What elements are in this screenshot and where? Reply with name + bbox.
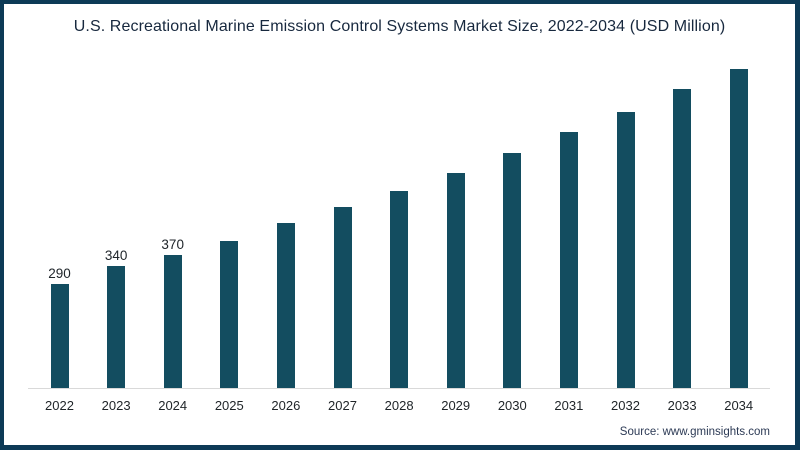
bar-2033 (673, 88, 692, 388)
value-label: 370 (161, 236, 184, 252)
x-axis-line (28, 388, 770, 389)
bar-2026 (276, 223, 295, 388)
x-tick-label: 2033 (667, 398, 697, 413)
value-label: 340 (104, 247, 128, 263)
bar-2028 (390, 190, 409, 388)
x-tick-label: 2022 (45, 398, 74, 413)
x-tick-label: 2031 (554, 398, 584, 413)
bar-2025 (220, 241, 239, 388)
plot-area: 2022 290 2023 340 2024 370 2025 2026 2027 2028 202… (4, 4, 795, 445)
bar-2031 (559, 131, 578, 388)
x-tick-label: 2025 (214, 398, 244, 413)
x-tick-label: 2027 (328, 398, 357, 413)
x-tick-label: 2028 (384, 398, 414, 413)
source-attribution: Source: www.gminsights.com (619, 426, 770, 438)
x-tick-label: 2034 (724, 398, 754, 413)
x-tick-label: 2032 (611, 398, 640, 413)
bar-2032 (616, 111, 635, 388)
chart-title: U.S. Recreational Marine Emission Contro… (73, 18, 726, 35)
bar-2024 (163, 255, 182, 388)
x-tick-label: 2023 (101, 398, 131, 413)
x-tick-label: 2026 (271, 398, 301, 413)
bar-2022 (50, 284, 69, 388)
bar-2034 (729, 68, 748, 388)
x-tick-label: 2030 (497, 398, 527, 413)
value-label: 290 (48, 265, 71, 281)
bar-2023 (107, 266, 126, 388)
bar-2029 (446, 172, 465, 388)
bar-2027 (333, 206, 352, 388)
x-tick-label: 2029 (441, 398, 471, 413)
bar-2030 (503, 153, 522, 388)
x-tick-label: 2024 (158, 398, 188, 413)
